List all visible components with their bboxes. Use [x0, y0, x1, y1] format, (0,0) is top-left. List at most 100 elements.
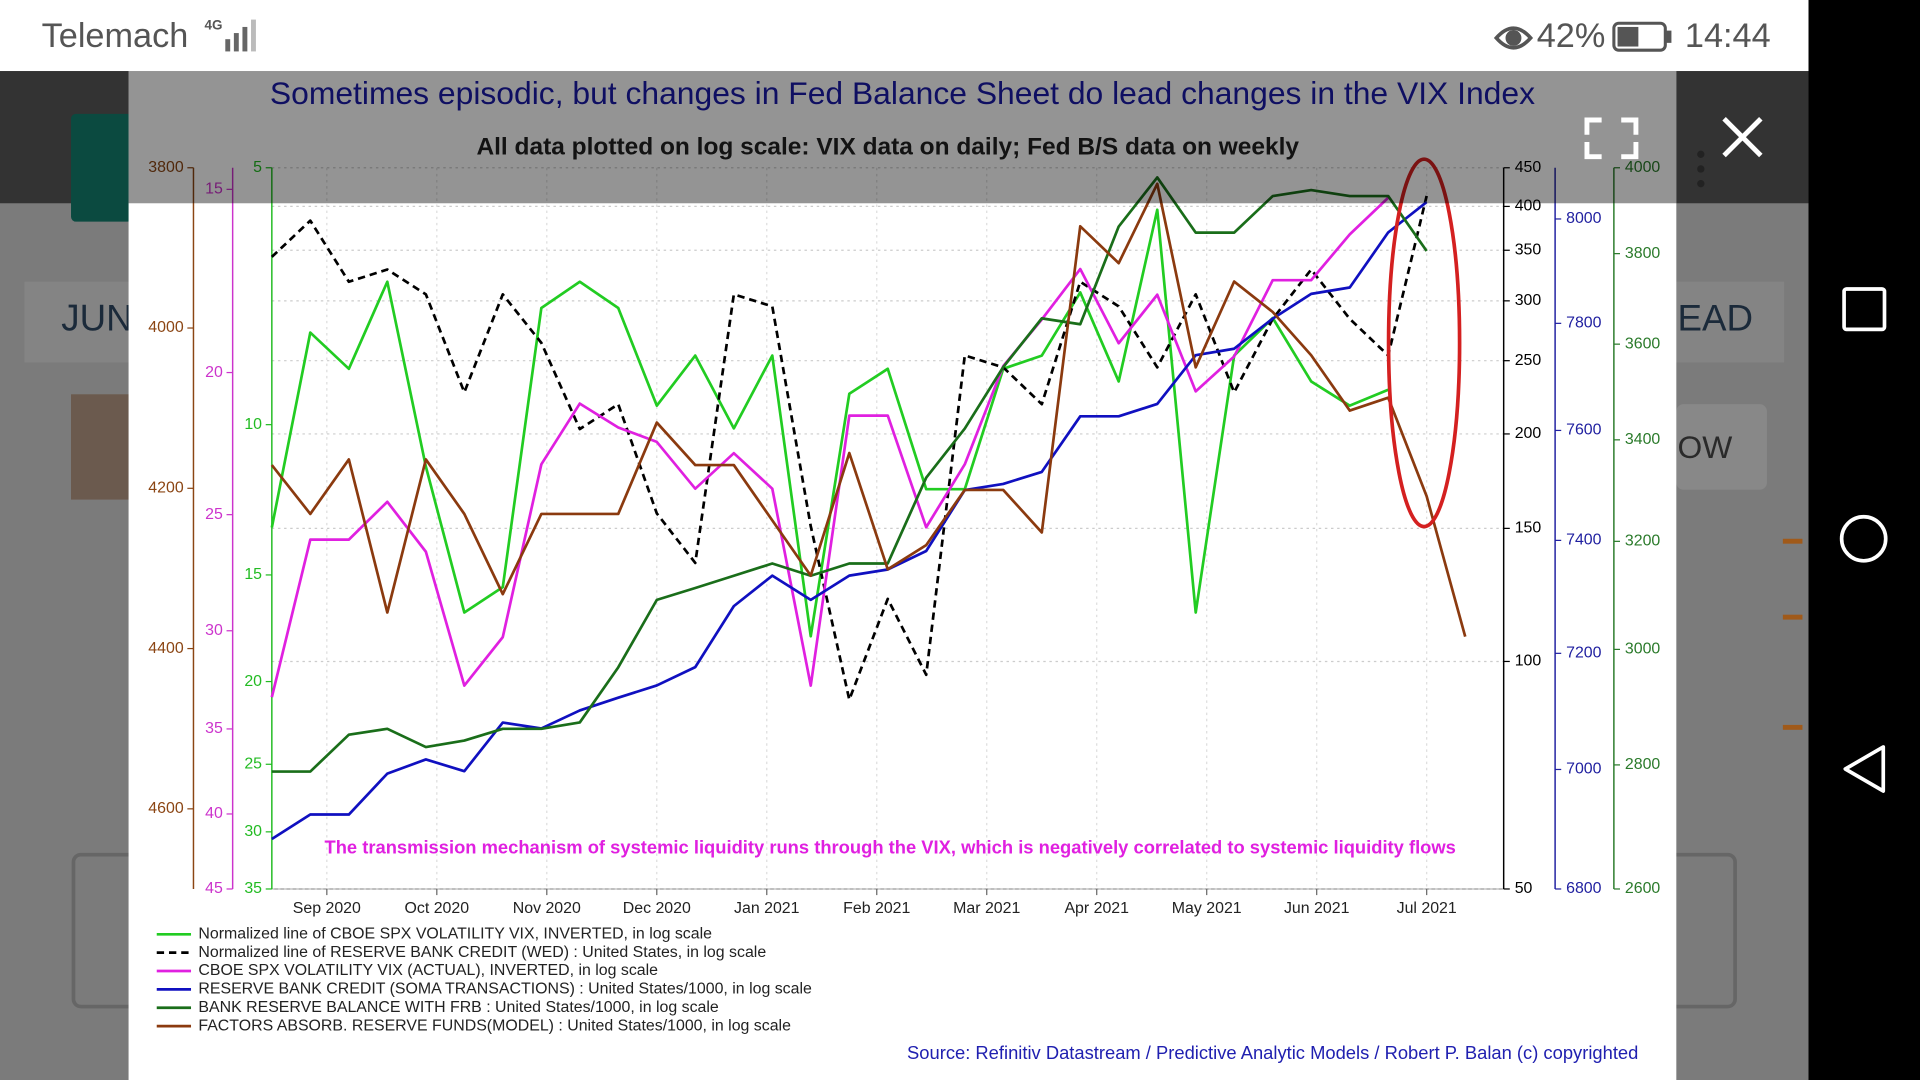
y-tick-label: 20 — [205, 364, 223, 381]
y-tick-label: 3000 — [1625, 641, 1661, 658]
legend-label: CBOE SPX VOLATILITY VIX (ACTUAL), INVERT… — [198, 962, 658, 979]
dimmed-mark — [1782, 538, 1803, 544]
chart-subtitle: All data plotted on log scale: VIX data … — [476, 134, 1299, 161]
dot — [1697, 150, 1705, 158]
network-type: 4G — [204, 17, 222, 32]
dimmed-button — [1676, 404, 1767, 490]
y-tick-label: 150 — [1515, 520, 1542, 537]
legend-label: BANK RESERVE BALANCE WITH FRB : United S… — [198, 999, 719, 1016]
y-tick-label: 7000 — [1566, 761, 1602, 778]
y-tick-label: 45 — [205, 880, 223, 897]
signal-icon — [225, 19, 256, 52]
clock: 14:44 — [1685, 17, 1771, 55]
y-tick-label: 25 — [244, 755, 262, 772]
y-tick-label: 5 — [253, 159, 262, 176]
recents-button[interactable] — [1842, 287, 1887, 332]
x-tick-label: Feb 2021 — [843, 900, 910, 917]
y-tick-label: 4200 — [148, 480, 184, 497]
annotation: The transmission mechanism of systemic l… — [324, 836, 1455, 857]
y-tick-label: 2800 — [1625, 756, 1661, 773]
battery-level — [1617, 26, 1639, 47]
y-tick-label: 25 — [205, 506, 223, 523]
y-tick-label: 4000 — [1625, 159, 1661, 176]
y-tick-label: 15 — [205, 181, 223, 198]
dimmed-mark — [1782, 614, 1803, 620]
y-tick-label: 250 — [1515, 352, 1542, 369]
y-tick-label: 8000 — [1566, 210, 1602, 227]
dot — [1697, 165, 1705, 173]
y-tick-label: 400 — [1515, 198, 1542, 215]
chart: Sometimes episodic, but changes in Fed B… — [148, 75, 1660, 1063]
signal-bar — [242, 26, 248, 52]
home-button[interactable] — [1839, 514, 1888, 563]
y-tick-label: 3200 — [1625, 533, 1661, 550]
fullscreen-icon — [1584, 117, 1639, 160]
y-tick-label: 200 — [1515, 425, 1542, 442]
x-tick-label: Oct 2020 — [405, 900, 470, 917]
y-tick-label: 3800 — [148, 159, 184, 176]
signal-bar — [233, 33, 239, 52]
carrier: Telemach — [42, 17, 189, 55]
y-tick-label: 40 — [205, 805, 223, 822]
x-tick-label: May 2021 — [1172, 900, 1242, 917]
fullscreen-button[interactable] — [1584, 117, 1639, 160]
source: Source: Refinitiv Datastream / Predictiv… — [907, 1042, 1638, 1063]
y-tick-label: 4600 — [148, 800, 184, 817]
y-tick-label: 20 — [244, 673, 262, 690]
y-tick-label: 7800 — [1566, 315, 1602, 332]
y-tick-label: 10 — [244, 416, 262, 433]
eye-outline — [1493, 26, 1534, 50]
x-tick-label: Mar 2021 — [953, 900, 1020, 917]
y-tick-label: 2600 — [1625, 880, 1661, 897]
x-tick-label: Jun 2021 — [1284, 900, 1350, 917]
dot — [1697, 180, 1705, 188]
close-button[interactable] — [1722, 117, 1763, 158]
viewer-overlay — [128, 71, 1677, 204]
y-tick-label: 4400 — [148, 640, 184, 657]
y-tick-label: 3600 — [1625, 335, 1661, 352]
y-tick-label: 300 — [1515, 292, 1542, 309]
y-tick-label: 50 — [1515, 880, 1533, 897]
battery-tip — [1666, 30, 1672, 43]
avatar — [71, 394, 133, 500]
y-tick-label: 30 — [205, 622, 223, 639]
background-text: JUN — [61, 298, 132, 339]
highlight-ellipse — [1386, 157, 1462, 529]
x-tick-label: Sep 2020 — [293, 900, 361, 917]
y-tick-label: 7400 — [1566, 532, 1602, 549]
x-tick-label: Dec 2020 — [623, 900, 691, 917]
x-tick-label: Jan 2021 — [734, 900, 800, 917]
back-button[interactable] — [1843, 745, 1886, 793]
dimmed-button — [71, 113, 133, 222]
y-tick-label: 100 — [1515, 653, 1542, 670]
battery-percent: 42% — [1537, 17, 1606, 55]
legend-label: Normalized line of RESERVE BANK CREDIT (… — [198, 944, 766, 961]
close-icon — [1722, 117, 1763, 158]
x-tick-label: Jul 2021 — [1397, 900, 1457, 917]
dimmed-mark — [1782, 724, 1803, 730]
chart-title: Sometimes episodic, but changes in Fed B… — [270, 75, 1535, 111]
y-tick-label: 35 — [244, 880, 262, 897]
legend-label: Normalized line of CBOE SPX VOLATILITY V… — [198, 925, 712, 942]
x-tick-label: Nov 2020 — [513, 900, 581, 917]
y-tick-label: 15 — [244, 566, 262, 583]
y-tick-label: 7200 — [1566, 645, 1602, 662]
y-tick-label: 30 — [244, 823, 262, 840]
y-tick-label: 3400 — [1625, 431, 1661, 448]
background-text: EAD — [1678, 298, 1754, 339]
y-tick-label: 4000 — [148, 319, 184, 336]
more-button[interactable] — [1697, 150, 1705, 188]
y-tick-label: 7600 — [1566, 422, 1602, 439]
series-line — [270, 196, 1390, 698]
nav-bar — [1808, 0, 1920, 1080]
eye-icon — [1493, 26, 1534, 50]
legend-label: FACTORS ABSORB. RESERVE FUNDS(MODEL) : U… — [198, 1017, 791, 1034]
y-tick-label: 350 — [1515, 241, 1542, 258]
y-tick-label: 6800 — [1566, 880, 1602, 897]
battery-outline — [1612, 21, 1667, 52]
series-line — [271, 200, 1428, 841]
y-tick-label: 3800 — [1625, 245, 1661, 262]
eye-pupil — [1505, 30, 1522, 46]
